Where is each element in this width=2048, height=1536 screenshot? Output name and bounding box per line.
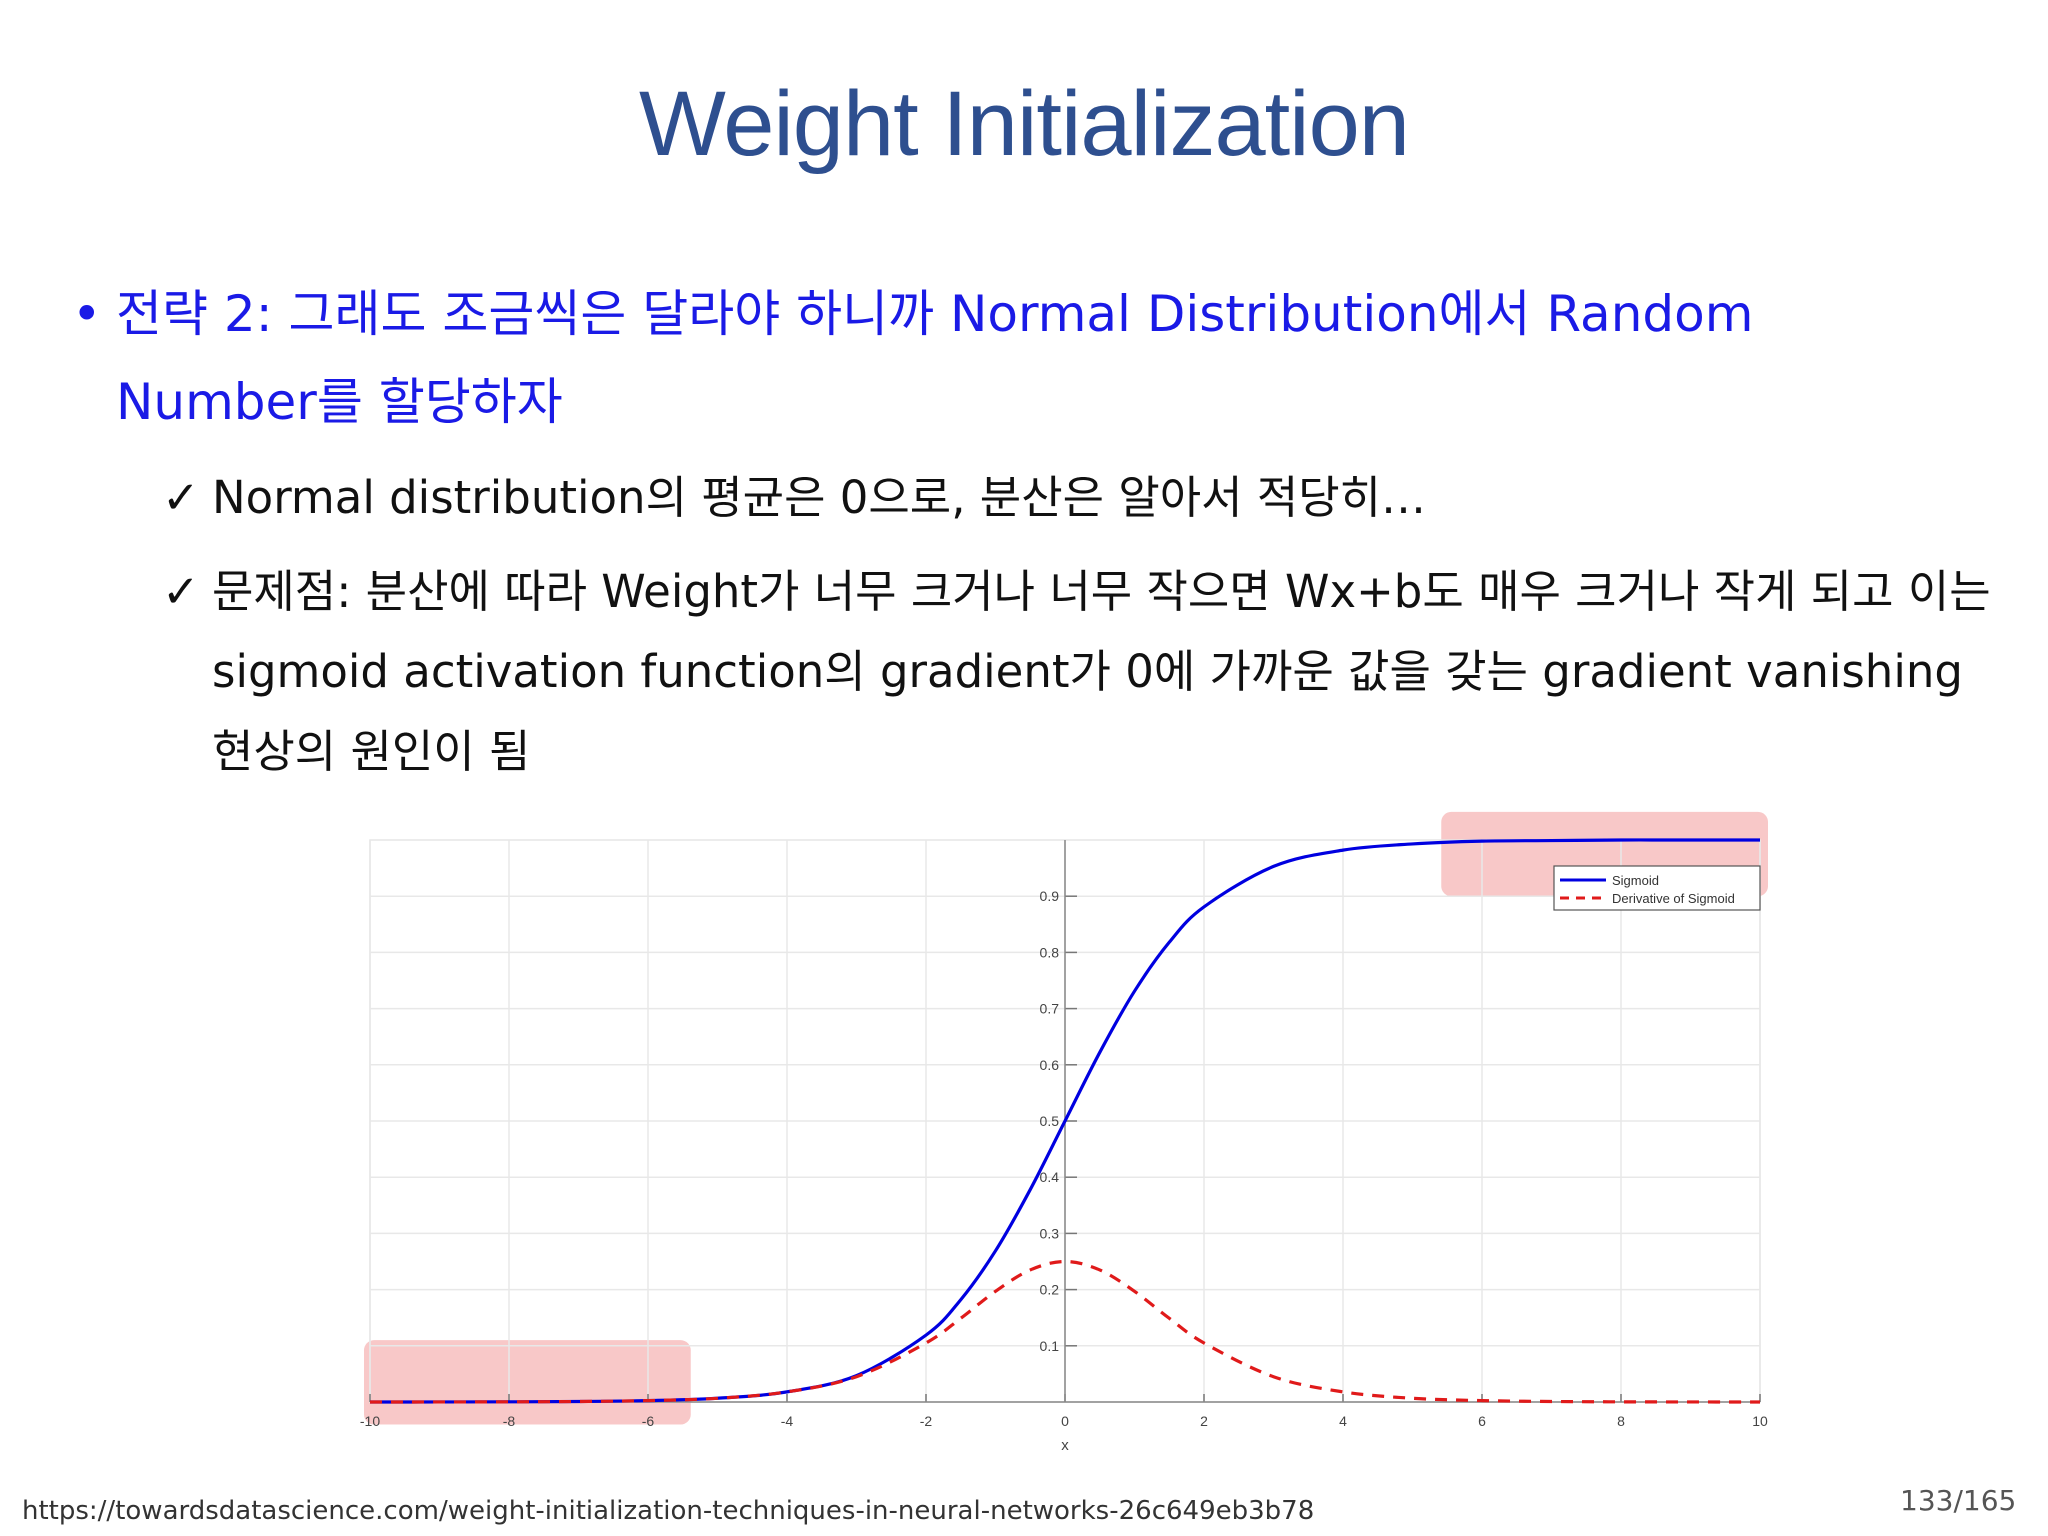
y-tick-label: 0.1 xyxy=(1040,1338,1060,1354)
x-tick-label: 4 xyxy=(1339,1413,1347,1429)
y-tick-label: 0.3 xyxy=(1040,1225,1060,1241)
x-tick-label: -6 xyxy=(642,1413,655,1429)
x-tick-label: 2 xyxy=(1200,1413,1208,1429)
subpoint-2-text: 문제점: 분산에 따라 Weight가 너무 크거나 너무 작으면 Wx+b도 … xyxy=(212,565,1991,778)
subpoint-2: ✓ 문제점: 분산에 따라 Weight가 너무 크거나 너무 작으면 Wx+b… xyxy=(162,552,1992,792)
x-axis-label: x xyxy=(1061,1437,1069,1454)
source-url: https://towardsdatascience.com/weight-in… xyxy=(22,1496,1315,1526)
x-tick-label: -10 xyxy=(360,1413,380,1429)
highlight-saturation-left xyxy=(364,1340,691,1425)
legend-label: Derivative of Sigmoid xyxy=(1612,891,1735,906)
subpoint-1: ✓ Normal distribution의 평균은 0으로, 분산은 알아서 … xyxy=(162,458,1992,538)
grid-layer xyxy=(369,839,1761,1403)
checkmark-icon: ✓ xyxy=(162,565,200,618)
x-tick-label: -4 xyxy=(781,1413,794,1429)
page-number: 133/165 xyxy=(1900,1484,2017,1517)
y-tick-label: 0.9 xyxy=(1040,888,1060,904)
slide-title: Weight Initialization xyxy=(639,73,1410,175)
x-tick-label: 8 xyxy=(1617,1413,1625,1429)
y-tick-label: 0.5 xyxy=(1040,1113,1060,1129)
bullet-dot-icon: • xyxy=(72,285,102,343)
x-tick-label: 10 xyxy=(1752,1413,1768,1429)
sigmoid-chart: -10 -8 -6 -4 -2 0 2 4 6 8 10 0.1 0.2 0.3 0.4 0.5 0.6 0.7 0… xyxy=(360,811,1768,1454)
subpoint-1-text: Normal distribution의 평균은 0으로, 분산은 알아서 적당… xyxy=(212,471,1427,524)
x-tick-label: 0 xyxy=(1061,1413,1069,1429)
x-tick-label: 6 xyxy=(1478,1413,1486,1429)
legend-label: Sigmoid xyxy=(1612,873,1659,888)
main-bullet: • 전략 2: 그래도 조금씩은 달라야 하니까 Normal Distribu… xyxy=(72,270,1952,446)
legend: Sigmoid Derivative of Sigmoid xyxy=(1553,865,1761,911)
x-tick-label: -8 xyxy=(503,1413,516,1429)
y-tick-label: 0.6 xyxy=(1040,1057,1060,1073)
y-tick-label: 0.7 xyxy=(1040,1001,1060,1017)
y-tick-label: 0.4 xyxy=(1040,1169,1060,1185)
y-tick-label: 0.2 xyxy=(1040,1282,1060,1298)
legend-box xyxy=(1553,865,1761,911)
checkmark-icon: ✓ xyxy=(162,471,200,524)
main-bullet-text: 전략 2: 그래도 조금씩은 달라야 하니까 Normal Distributi… xyxy=(116,285,1754,431)
x-tick-label: -2 xyxy=(920,1413,933,1429)
series-layer xyxy=(369,838,1761,1404)
series-line-derivative xyxy=(369,1259,1761,1404)
y-tick-label: 0.8 xyxy=(1040,944,1060,960)
